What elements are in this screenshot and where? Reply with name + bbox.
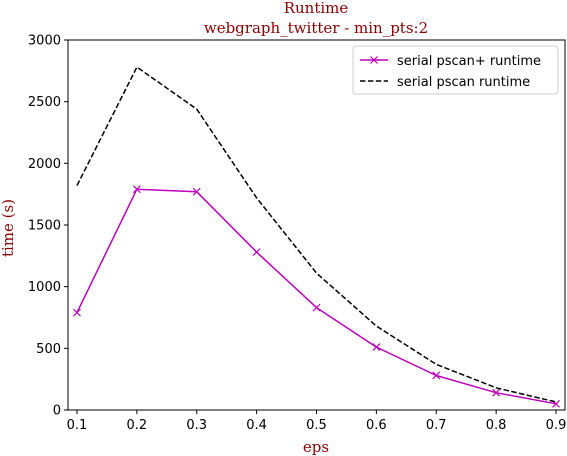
plot-area: 0.1 0.2 0.3 0.4 0.5 0.6 0.7 0.8 0.9 0 500 1000 1500 2… bbox=[28, 34, 566, 434]
x-tick-label: 0.4 bbox=[246, 418, 267, 433]
legend-frame bbox=[352, 45, 559, 95]
data-point-marker bbox=[132, 185, 141, 194]
y-tick-label: 1000 bbox=[28, 280, 61, 295]
y-tick-label: 1500 bbox=[28, 219, 61, 234]
y-axis-label: time (s) bbox=[0, 199, 17, 257]
x-tick-label: 0.2 bbox=[127, 418, 148, 433]
x-tick-label: 0.7 bbox=[426, 418, 447, 433]
legend-label-serial-pscan-plus: serial pscan+ runtime bbox=[397, 54, 541, 69]
legend: serial pscan+ runtime serial pscan runti… bbox=[352, 45, 559, 95]
x-tick-label: 0.1 bbox=[67, 418, 88, 433]
series-line-1 bbox=[76, 66, 557, 403]
data-point-marker bbox=[372, 343, 381, 352]
data-point-marker bbox=[432, 371, 441, 380]
y-tick-label: 3000 bbox=[28, 34, 61, 49]
axes-frame bbox=[67, 39, 566, 411]
chart-subtitle: webgraph_twitter - min_pts:2 bbox=[204, 19, 428, 37]
x-tick-label: 0.6 bbox=[366, 418, 387, 433]
data-point-marker bbox=[252, 248, 261, 257]
legend-label-serial-pscan: serial pscan runtime bbox=[397, 75, 530, 90]
y-tick-label: 2500 bbox=[28, 95, 61, 110]
y-tick-label: 0 bbox=[53, 404, 61, 419]
x-tick-label: 0.3 bbox=[186, 418, 207, 433]
legend-marker-x-icon bbox=[370, 56, 378, 64]
data-point-marker bbox=[492, 388, 501, 397]
data-point-marker bbox=[312, 303, 321, 312]
chart-title: Runtime bbox=[284, 0, 349, 17]
x-axis-label: eps bbox=[303, 438, 329, 456]
x-tick-label: 0.8 bbox=[486, 418, 507, 433]
y-tick-label: 2000 bbox=[28, 157, 61, 172]
series-line-0 bbox=[76, 188, 557, 405]
x-tick-label: 0.9 bbox=[546, 418, 567, 433]
x-tick-label: 0.5 bbox=[306, 418, 327, 433]
y-tick-label: 500 bbox=[36, 342, 61, 357]
data-point-marker bbox=[73, 308, 81, 317]
data-point-marker bbox=[192, 187, 201, 196]
